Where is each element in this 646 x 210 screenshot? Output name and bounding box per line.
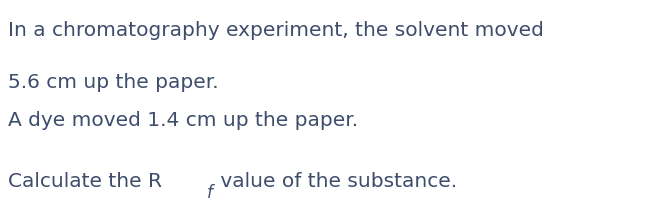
Text: 5.6 cm up the paper.: 5.6 cm up the paper. bbox=[8, 74, 218, 92]
Text: f: f bbox=[207, 184, 213, 202]
Text: Calculate the R: Calculate the R bbox=[8, 172, 162, 191]
Text: A dye moved 1.4 cm up the paper.: A dye moved 1.4 cm up the paper. bbox=[8, 111, 358, 130]
Text: In a chromatography experiment, the solvent moved: In a chromatography experiment, the solv… bbox=[8, 21, 544, 40]
Text: value of the substance.: value of the substance. bbox=[214, 172, 457, 191]
